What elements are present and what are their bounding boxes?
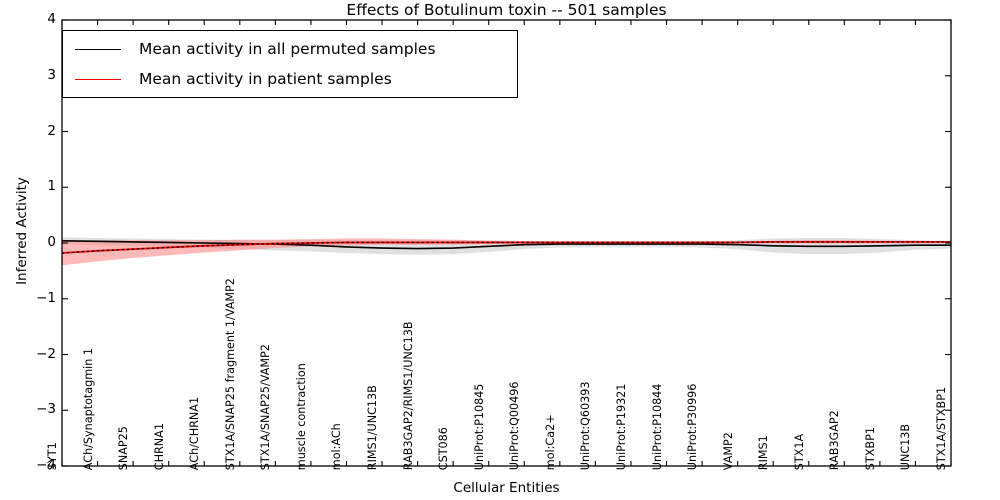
x-tick-label: STX1A/SNAP25 fragment 1/VAMP2 — [223, 277, 237, 470]
x-tick-label: SNAP25 — [116, 425, 130, 470]
y-tick-label: 4 — [47, 11, 56, 27]
x-tick-label: UniProt:Q60393 — [579, 381, 593, 470]
x-tick-label: UNC13B — [899, 423, 913, 470]
x-tick-label: RIMS1 — [756, 435, 770, 470]
x-tick-label: UniProt:P10845 — [472, 383, 486, 470]
legend-swatch-permuted — [75, 48, 121, 50]
y-tick-label: 3 — [47, 66, 56, 83]
x-tick-label: UniProt:Q00496 — [508, 381, 522, 470]
y-tick-label: −1 — [36, 289, 56, 306]
x-tick-label: CST086 — [436, 426, 450, 470]
y-tick-label: −2 — [36, 345, 56, 362]
x-tick-label: muscle contraction — [294, 362, 308, 470]
chart-title: Effects of Botulinum toxin -- 501 sample… — [346, 1, 667, 19]
x-tick-label: STXBP1 — [863, 426, 877, 470]
y-tick-label: −4 — [36, 457, 56, 473]
x-tick-label: mol:Ca2+ — [543, 414, 557, 470]
y-tick-label: −3 — [36, 401, 56, 418]
x-tick-label: UniProt:P19321 — [614, 383, 628, 470]
x-tick-label: RAB3GAP2/RIMS1/UNC13B — [401, 321, 415, 470]
x-tick-label: SYT1 — [45, 442, 59, 470]
y-axis-tick-labels: 4 3 2 1 0 −1 −2 −3 −4 — [30, 0, 56, 500]
x-tick-label: STX1A/SNAP25/VAMP2 — [259, 343, 273, 470]
legend-label-patient: Mean activity in patient samples — [139, 70, 392, 88]
chart-legend: Mean activity in all permuted samples Me… — [62, 30, 518, 98]
y-tick-label: 2 — [47, 122, 56, 139]
x-tick-label: RIMS1/UNC13B — [365, 385, 379, 470]
x-tick-label: ACh/Synaptotagmin 1 — [81, 347, 95, 470]
x-tick-label: UniProt:P10844 — [650, 383, 664, 470]
legend-label-permuted: Mean activity in all permuted samples — [139, 40, 436, 58]
legend-item-permuted: Mean activity in all permuted samples — [63, 34, 517, 64]
x-tick-label: UniProt:P30996 — [685, 383, 699, 470]
x-tick-label: STX1A/STXBP1 — [934, 386, 948, 470]
y-tick-label: 0 — [47, 234, 56, 250]
legend-swatch-patient — [75, 78, 121, 80]
x-tick-label: VAMP2 — [721, 431, 735, 470]
x-tick-label: mol:ACh — [330, 423, 344, 470]
x-tick-label: STX1A — [792, 433, 806, 470]
x-axis-label: Cellular Entities — [453, 480, 560, 496]
x-tick-label: RAB3GAP2 — [828, 410, 842, 470]
x-tick-label: CHRNA1 — [152, 422, 166, 470]
y-tick-label: 1 — [47, 178, 56, 195]
x-tick-label: ACh/CHRNA1 — [188, 396, 202, 470]
legend-item-patient: Mean activity in patient samples — [63, 64, 517, 94]
